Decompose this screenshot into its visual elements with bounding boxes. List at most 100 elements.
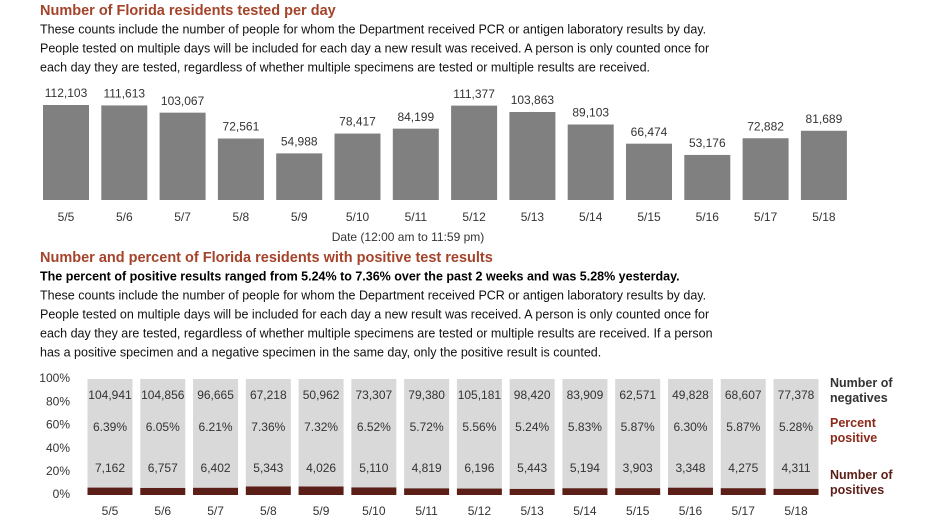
value-label: 112,103 [45, 86, 88, 100]
value-label: 53,176 [689, 136, 726, 150]
negatives-label: 83,909 [567, 388, 604, 402]
y-tick-label: 80% [46, 394, 70, 408]
x-tick-label: 5/9 [313, 504, 330, 518]
positives-bar [404, 488, 450, 495]
percent-label: 7.36% [251, 420, 285, 434]
negatives-label: 96,665 [197, 388, 234, 402]
x-tick-label: 5/15 [626, 504, 650, 518]
x-tick-label: 5/11 [405, 210, 428, 224]
x-tick-label: 5/10 [346, 210, 370, 224]
percent-label: 7.32% [304, 420, 338, 434]
x-tick-label: 5/6 [154, 504, 171, 518]
x-tick-label: 5/14 [579, 210, 603, 224]
positives-label: 3,903 [623, 461, 653, 475]
bar [217, 138, 264, 200]
positives-bar [720, 488, 766, 495]
negatives-bar [245, 379, 291, 487]
x-tick-label: 5/8 [233, 210, 250, 224]
negatives-label: 67,218 [250, 388, 287, 402]
positives-label: 6,196 [464, 461, 494, 475]
negatives-label: 62,571 [619, 388, 656, 402]
y-tick-label: 20% [46, 464, 70, 478]
x-tick-label: 5/12 [468, 504, 492, 518]
x-tick-label: 5/11 [415, 504, 438, 518]
positives-label: 4,026 [306, 461, 336, 475]
percent-label: 5.56% [462, 420, 496, 434]
value-label: 72,882 [747, 119, 784, 133]
x-tick-label: 5/18 [784, 504, 808, 518]
negatives-bar [667, 379, 713, 488]
x-tick-label: 5/8 [260, 504, 277, 518]
negatives-bar [562, 379, 608, 489]
bar [451, 105, 498, 200]
bar [626, 143, 672, 200]
x-tick-label: 5/18 [812, 210, 836, 224]
positives-bar [140, 487, 186, 495]
negatives-label: 77,378 [778, 388, 815, 402]
bar [159, 112, 206, 200]
positives-label: 5,443 [517, 461, 547, 475]
x-tick-label: 5/7 [174, 210, 191, 224]
positives-bar [509, 488, 555, 495]
percent-label: 5.87% [621, 420, 655, 434]
value-label: 103,863 [511, 93, 555, 107]
value-label: 111,613 [103, 87, 145, 101]
x-tick-label: 5/15 [637, 210, 661, 224]
x-tick-label: 5/13 [521, 210, 545, 224]
negatives-label: 104,941 [88, 388, 132, 402]
bar [800, 130, 847, 200]
negatives-label: 105,181 [458, 388, 502, 402]
positives-label: 4,819 [412, 461, 442, 475]
description-line: People tested on multiple days will be i… [40, 41, 709, 55]
x-tick-label: 5/5 [102, 504, 119, 518]
positives-bar [562, 488, 608, 495]
y-tick-label: 0% [53, 487, 71, 501]
bar [684, 154, 731, 200]
negatives-bar [404, 379, 450, 489]
value-label: 84,199 [397, 110, 434, 124]
percent-label: 6.21% [199, 420, 233, 434]
description-line: People tested on multiple days will be i… [40, 307, 709, 321]
negatives-bar [615, 379, 661, 489]
value-label: 89,103 [572, 106, 609, 120]
legend-positives: Number of positives [830, 468, 893, 497]
bar [276, 153, 323, 200]
x-tick-label: 5/12 [462, 210, 486, 224]
positives-label: 3,348 [675, 461, 705, 475]
positives-bar [351, 487, 397, 495]
negatives-bar [140, 379, 186, 488]
percent-label: 6.30% [673, 420, 707, 434]
subtitle: The percent of positive results ranged f… [40, 269, 680, 283]
positives-label: 5,343 [253, 461, 283, 475]
percent-label: 6.05% [146, 420, 180, 434]
positives-bar [773, 488, 819, 495]
value-label: 54,988 [281, 135, 318, 149]
bar [101, 105, 148, 200]
description-line: These counts include the number of peopl… [40, 22, 706, 36]
negatives-bar [720, 379, 766, 489]
x-tick-label: 5/14 [573, 504, 597, 518]
value-label: 66,474 [631, 125, 668, 139]
negatives-bar [509, 379, 555, 489]
positives-label: 5,110 [359, 461, 388, 475]
x-tick-label: 5/6 [116, 210, 133, 224]
percent-label: 5.24% [515, 420, 549, 434]
negatives-bar [351, 379, 397, 488]
negatives-label: 104,856 [141, 388, 185, 402]
value-label: 103,067 [161, 94, 205, 108]
negatives-label: 98,420 [514, 388, 551, 402]
value-label: 78,417 [339, 115, 376, 129]
description-line: These counts include the number of peopl… [40, 288, 706, 302]
positives-label: 5,194 [570, 461, 600, 475]
x-axis-label: Date (12:00 am to 11:59 pm) [332, 230, 485, 244]
negatives-label: 50,962 [303, 388, 340, 402]
percent-label: 6.52% [357, 420, 391, 434]
positives-bar [615, 488, 661, 495]
x-tick-label: 5/13 [520, 504, 544, 518]
x-tick-label: 5/17 [754, 210, 778, 224]
percent-label: 5.28% [779, 420, 813, 434]
positives-label: 6,757 [148, 461, 178, 475]
bar [567, 124, 614, 200]
x-tick-label: 5/17 [732, 504, 756, 518]
